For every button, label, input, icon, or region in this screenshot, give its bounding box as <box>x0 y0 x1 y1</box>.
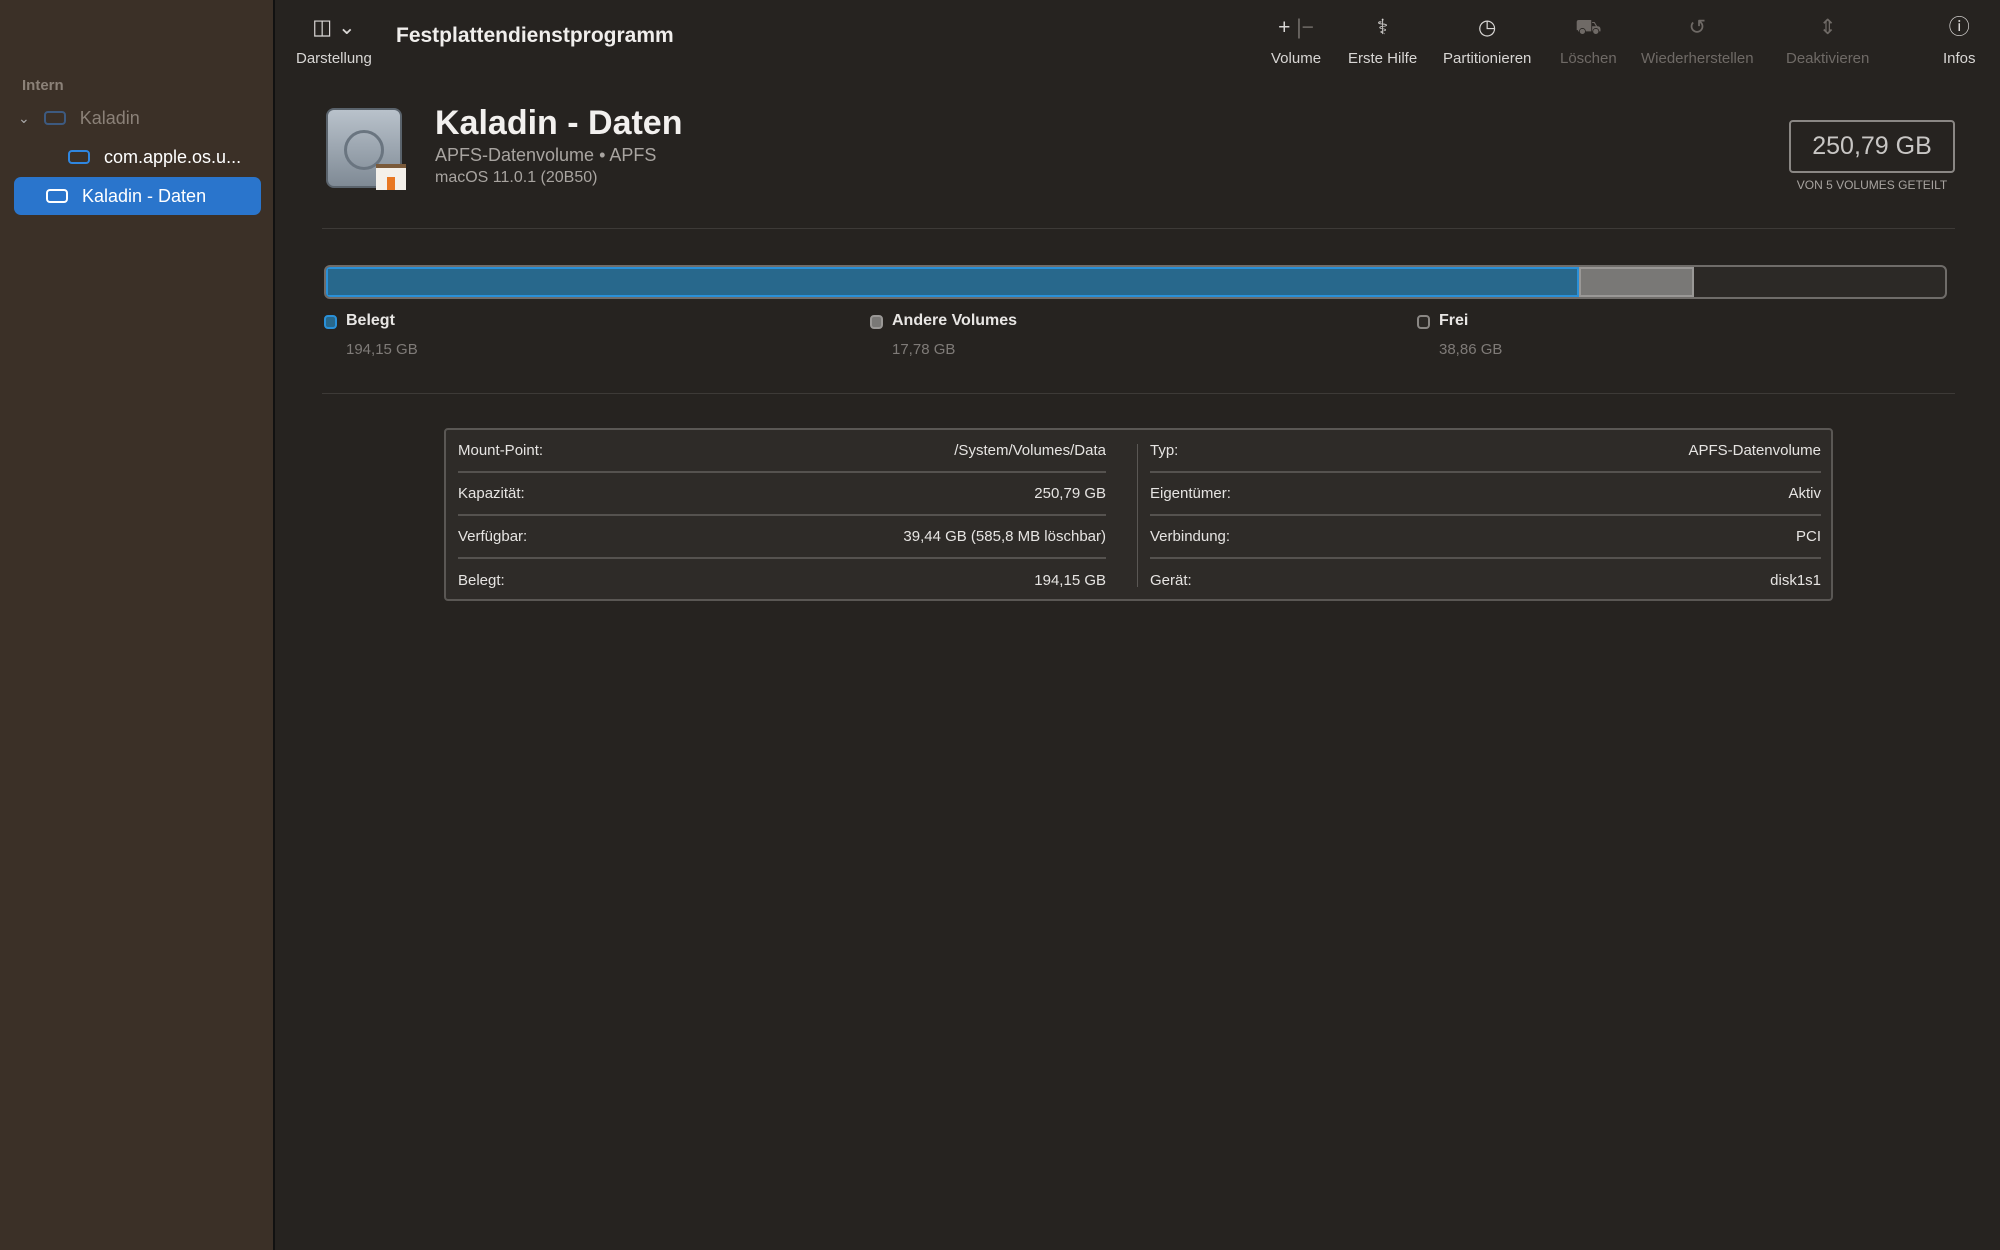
info-row: Eigentümer: Aktiv <box>1150 473 1821 516</box>
info-key: Verfügbar: <box>458 528 528 545</box>
unmount-icon: ⇕ <box>1818 16 1837 39</box>
info-value: 194,15 GB <box>1034 572 1106 589</box>
button-label: Wiederherstellen <box>1641 50 1754 67</box>
info-key: Gerät: <box>1150 572 1192 589</box>
first-aid-button[interactable]: ⚕ Erste Hilfe <box>1348 16 1417 67</box>
pie-chart-icon: ◷ <box>1478 16 1497 39</box>
unmount-button[interactable]: ⇕ Deaktivieren <box>1786 16 1869 67</box>
info-value: Aktiv <box>1788 485 1821 502</box>
capacity-box: 250,79 GB <box>1789 120 1955 173</box>
volume-icon <box>46 189 68 203</box>
legend-label: Andere Volumes <box>892 312 1018 329</box>
usage-bar-other-volumes <box>1579 267 1695 297</box>
legend-label: Belegt <box>346 312 395 329</box>
sidebar-item-label: Kaladin <box>79 107 140 128</box>
restore-button[interactable]: ↺ Wiederherstellen <box>1641 16 1754 67</box>
info-value: 250,79 GB <box>1034 485 1106 502</box>
button-label: Volume <box>1271 50 1322 67</box>
sidebar-item-label: Kaladin - Daten <box>82 185 207 206</box>
button-label: Partitionieren <box>1443 50 1532 67</box>
volume-button[interactable]: + |− Volume <box>1271 16 1321 67</box>
divider <box>322 393 1955 394</box>
sidebar-item-kaladin-daten[interactable]: Kaladin - Daten <box>14 177 261 215</box>
button-label: Erste Hilfe <box>1348 50 1418 67</box>
column-divider <box>1137 444 1138 587</box>
partition-button[interactable]: ◷ Partitionieren <box>1443 16 1531 67</box>
legend-label: Frei <box>1439 312 1469 329</box>
plus-minus-icon: + |− <box>1278 16 1314 39</box>
erase-button[interactable]: ⛟ Löschen <box>1560 16 1617 67</box>
info-row: Gerät: disk1s1 <box>1150 559 1821 602</box>
chevron-down-icon[interactable]: ⌄ <box>18 109 30 126</box>
volume-os: macOS 11.0.1 (20B50) <box>435 169 598 186</box>
stethoscope-icon: ⚕ <box>1376 16 1389 39</box>
info-row: Belegt: 194,15 GB <box>458 559 1106 602</box>
info-value: /System/Volumes/Data <box>954 442 1106 459</box>
info-key: Verbindung: <box>1150 528 1231 545</box>
info-button[interactable]: ⓘ Infos <box>1943 16 1976 67</box>
info-row: Kapazität: 250,79 GB <box>458 473 1106 516</box>
button-label: Deaktivieren <box>1786 50 1870 67</box>
sidebar-section-intern: Intern <box>22 77 64 94</box>
info-key: Kapazität: <box>458 485 525 502</box>
info-key: Typ: <box>1150 442 1179 459</box>
info-key: Mount-Point: <box>458 442 544 459</box>
divider <box>322 228 1955 229</box>
volume-icon <box>68 150 90 164</box>
sidebar-item-com-apple-os[interactable]: com.apple.os.u... <box>68 138 241 176</box>
legend-value: 17,78 GB <box>892 341 956 358</box>
info-row: Typ: APFS-Datenvolume <box>1150 430 1821 473</box>
volume-subtitle: APFS-Datenvolume • APFS <box>435 145 657 165</box>
info-row: Mount-Point: /System/Volumes/Data <box>458 430 1106 473</box>
sidebar-item-label: com.apple.os.u... <box>104 146 242 167</box>
volume-name: Kaladin - Daten <box>435 104 683 142</box>
info-table: Mount-Point: /System/Volumes/Data Kapazitä… <box>444 428 1833 601</box>
shared-note: VON 5 VOLUMES GETEILT <box>1796 178 1948 192</box>
legend-swatch <box>324 315 337 329</box>
internal-disk-icon <box>43 111 66 125</box>
legend-swatch <box>1417 315 1430 329</box>
usage-bar-used <box>326 267 1580 297</box>
info-value: 39,44 GB (585,8 MB löschbar) <box>903 528 1106 545</box>
sidebar-toggle-icon: ◫ ⌄ <box>312 16 356 39</box>
info-value: APFS-Datenvolume <box>1688 442 1821 459</box>
info-row: Verfügbar: 39,44 GB (585,8 MB löschbar) <box>458 516 1106 559</box>
info-key: Belegt: <box>458 572 505 589</box>
info-row: Verbindung: PCI <box>1150 516 1821 559</box>
volume-disk-icon <box>326 108 406 190</box>
erase-disk-icon: ⛟ <box>1575 16 1602 39</box>
legend-swatch <box>870 315 883 329</box>
info-key: Eigentümer: <box>1150 485 1231 502</box>
sidebar-item-kaladin[interactable]: ⌄ Kaladin <box>18 99 140 137</box>
legend-value: 38,86 GB <box>1439 341 1503 358</box>
app-title: Festplattendienstprogramm <box>396 24 674 47</box>
button-label: Löschen <box>1560 50 1617 67</box>
info-value: PCI <box>1795 528 1821 545</box>
info-icon: ⓘ <box>1948 16 1970 39</box>
legend-value: 194,15 GB <box>346 341 418 358</box>
info-value: disk1s1 <box>1770 572 1821 589</box>
view-button[interactable]: ◫ ⌄ Darstellung <box>296 16 372 67</box>
sidebar: Intern ⌄ Kaladin com.apple.os.u... Kalad… <box>0 0 275 1250</box>
usage-bar <box>324 265 1947 299</box>
view-label: Darstellung <box>296 50 372 67</box>
restore-icon: ↺ <box>1688 16 1707 39</box>
button-label: Infos <box>1943 50 1976 67</box>
